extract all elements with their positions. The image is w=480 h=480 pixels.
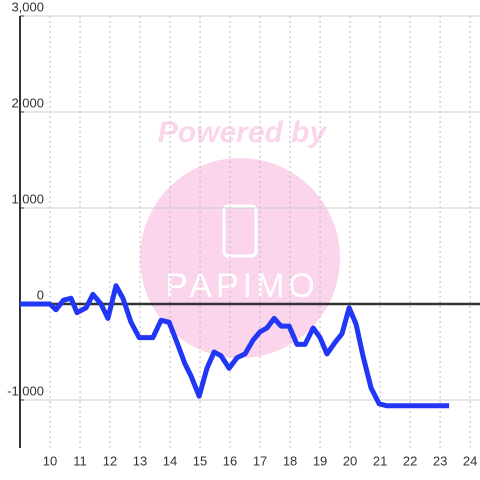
x-tick-label: 24 [463,453,477,468]
data-line [20,283,450,409]
x-tick-label: 13 [133,453,147,468]
x-tick-label: 10 [43,453,57,468]
x-tick-label: 14 [163,453,177,468]
x-tick-label: 23 [433,453,447,468]
x-tick-label: 22 [403,453,417,468]
x-tick-label: 20 [343,453,357,468]
x-tick-label: 16 [223,453,237,468]
x-tick-label: 12 [103,453,117,468]
x-tick-label: 17 [253,453,267,468]
x-tick-label: 15 [193,453,207,468]
x-tick-label: 18 [283,453,297,468]
y-tick-label: 2,000 [11,95,44,110]
watermark-brand: PAPIMO [165,267,319,305]
x-tick-label: 11 [73,453,87,468]
watermark-icon [222,204,258,258]
y-tick-label: 0 [37,287,44,302]
y-tick-label: 3,000 [11,0,44,14]
y-tick-label: -1,000 [7,383,44,398]
x-tick-label: 21 [373,453,387,468]
watermark-title: Powered by [158,116,328,149]
x-tick-label: 19 [313,453,327,468]
y-tick-label: 1,000 [11,191,44,206]
